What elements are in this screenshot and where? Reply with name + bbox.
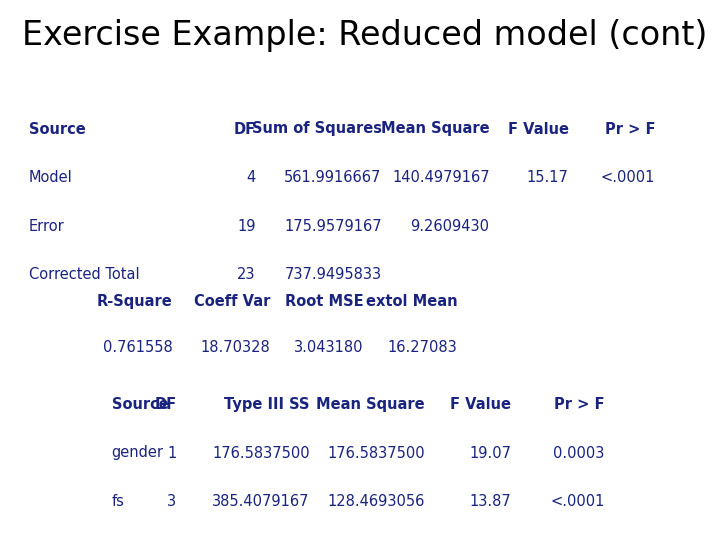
Text: Source: Source xyxy=(29,122,86,137)
Text: 15.17: 15.17 xyxy=(527,170,569,185)
Text: 19.07: 19.07 xyxy=(469,446,511,461)
Text: <.0001: <.0001 xyxy=(600,170,655,185)
Text: 128.4693056: 128.4693056 xyxy=(328,494,425,509)
Text: 23: 23 xyxy=(237,267,256,282)
Text: <.0001: <.0001 xyxy=(550,494,605,509)
Text: Exercise Example: Reduced model (cont): Exercise Example: Reduced model (cont) xyxy=(22,19,707,52)
Text: DF: DF xyxy=(154,397,176,412)
Text: 385.4079167: 385.4079167 xyxy=(212,494,310,509)
Text: Root MSE: Root MSE xyxy=(285,294,364,309)
Text: 176.5837500: 176.5837500 xyxy=(212,446,310,461)
Text: 16.27083: 16.27083 xyxy=(387,340,457,355)
Text: Mean Square: Mean Square xyxy=(316,397,425,412)
Text: 737.9495833: 737.9495833 xyxy=(284,267,382,282)
Text: 0.0003: 0.0003 xyxy=(554,446,605,461)
Text: 1: 1 xyxy=(167,446,176,461)
Text: 0.761558: 0.761558 xyxy=(103,340,173,355)
Text: Source: Source xyxy=(112,397,168,412)
Text: Corrected Total: Corrected Total xyxy=(29,267,140,282)
Text: DF: DF xyxy=(233,122,256,137)
Text: 4: 4 xyxy=(246,170,256,185)
Text: Mean Square: Mean Square xyxy=(381,122,490,137)
Text: Sum of Squares: Sum of Squares xyxy=(251,122,382,137)
Text: fs: fs xyxy=(112,494,125,509)
Text: gender: gender xyxy=(112,446,163,461)
Text: 9.2609430: 9.2609430 xyxy=(410,219,490,234)
Text: F Value: F Value xyxy=(508,122,569,137)
Text: Error: Error xyxy=(29,219,65,234)
Text: extol Mean: extol Mean xyxy=(366,294,457,309)
Text: 176.5837500: 176.5837500 xyxy=(327,446,425,461)
Text: 19: 19 xyxy=(237,219,256,234)
Text: 13.87: 13.87 xyxy=(469,494,511,509)
Text: 140.4979167: 140.4979167 xyxy=(392,170,490,185)
Text: 18.70328: 18.70328 xyxy=(200,340,270,355)
Text: 561.9916667: 561.9916667 xyxy=(284,170,382,185)
Text: Pr > F: Pr > F xyxy=(554,397,605,412)
Text: Coeff Var: Coeff Var xyxy=(194,294,270,309)
Text: F Value: F Value xyxy=(450,397,511,412)
Text: Type III SS: Type III SS xyxy=(224,397,310,412)
Text: 3.043180: 3.043180 xyxy=(294,340,364,355)
Text: 3: 3 xyxy=(167,494,176,509)
Text: 175.9579167: 175.9579167 xyxy=(284,219,382,234)
Text: R-Square: R-Square xyxy=(97,294,173,309)
Text: Model: Model xyxy=(29,170,73,185)
Text: Pr > F: Pr > F xyxy=(605,122,655,137)
